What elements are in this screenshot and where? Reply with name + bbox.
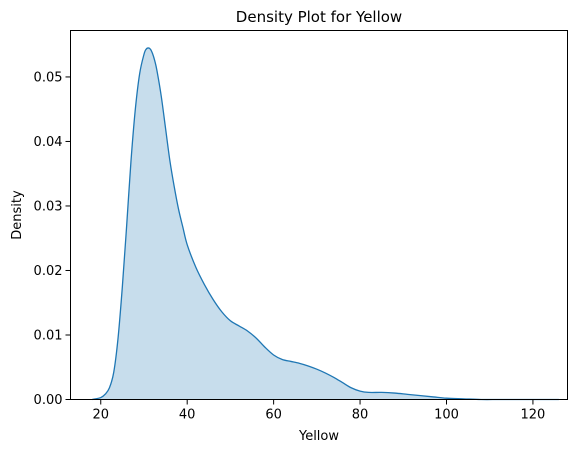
y-tick-label: 0.03 (34, 199, 63, 214)
density-curve-line (91, 47, 559, 401)
y-axis-ticks: 0.00 0.01 0.02 0.03 0.04 0.05 (34, 70, 71, 408)
chart-title: Density Plot for Yellow (236, 8, 402, 26)
y-axis-label: Density (10, 190, 25, 240)
y-tick-label: 0.01 (34, 328, 63, 343)
x-tick-label: 100 (434, 408, 459, 423)
x-axis-label: Yellow (298, 429, 339, 444)
x-tick-label: 60 (265, 408, 282, 423)
x-tick-label: 80 (352, 408, 369, 423)
plot-frame (70, 30, 568, 400)
density-area-fill (92, 47, 559, 400)
y-tick-label: 0.02 (34, 264, 63, 279)
y-tick-label: 0.05 (34, 70, 63, 85)
y-tick-label: 0.00 (34, 393, 63, 408)
x-tick-label: 40 (179, 408, 196, 423)
x-tick-label: 120 (521, 408, 546, 423)
plot-area (91, 47, 559, 401)
x-tick-label: 20 (92, 408, 109, 423)
x-axis-ticks: 20 40 60 80 100 120 (92, 399, 546, 423)
y-tick-label: 0.04 (34, 135, 63, 150)
